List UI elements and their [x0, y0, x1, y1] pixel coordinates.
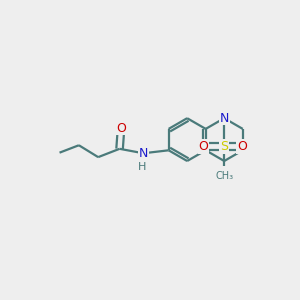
Text: O: O	[237, 140, 247, 153]
Text: H: H	[138, 162, 146, 172]
Text: O: O	[116, 122, 126, 134]
Text: S: S	[220, 140, 228, 153]
Text: N: N	[220, 112, 229, 125]
Text: O: O	[199, 140, 208, 153]
Text: CH₃: CH₃	[215, 171, 233, 181]
Text: N: N	[139, 147, 148, 160]
